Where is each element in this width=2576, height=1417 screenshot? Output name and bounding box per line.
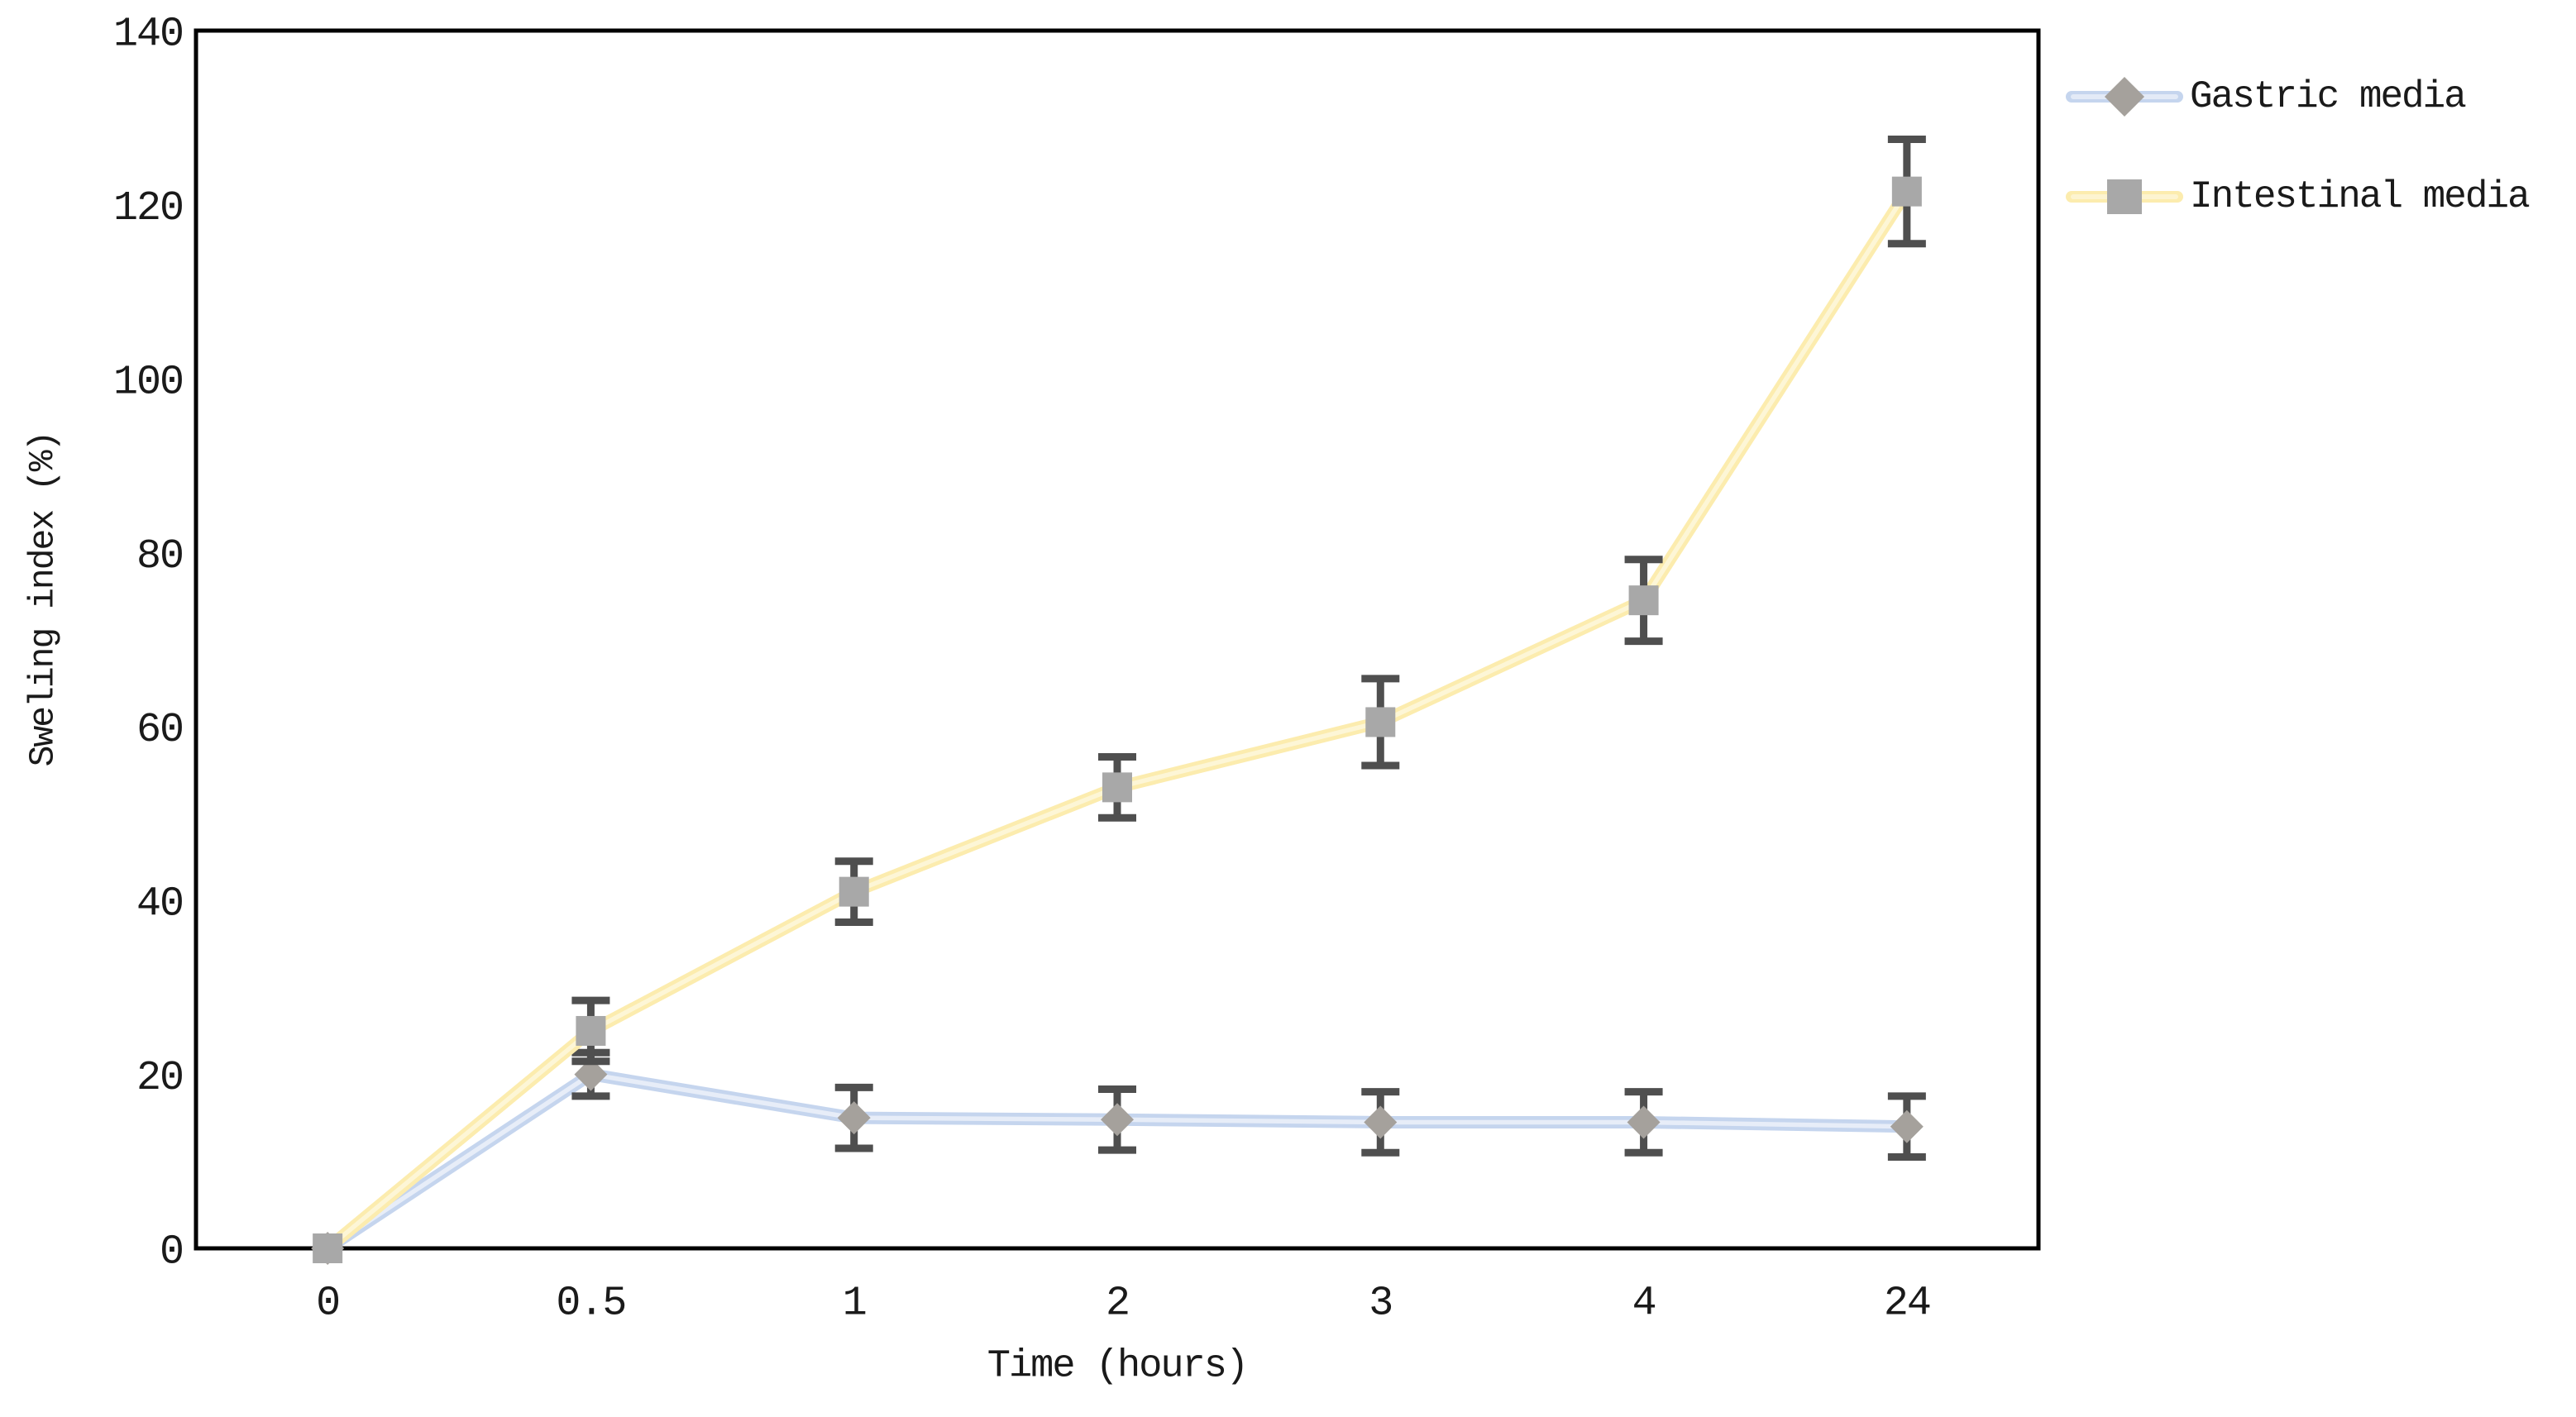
marker-diamond xyxy=(1364,1105,1398,1139)
legend-swatch-line-square-icon xyxy=(2066,168,2183,226)
marker-square xyxy=(313,1233,343,1263)
y-tick-label: 120 xyxy=(113,185,183,232)
x-tick-label: 2 xyxy=(1106,1281,1129,1328)
y-tick-label: 20 xyxy=(136,1055,183,1102)
y-tick-label: 80 xyxy=(136,533,183,580)
series-intestinal-media xyxy=(313,136,1926,1263)
marker-square xyxy=(576,1015,606,1046)
marker-diamond xyxy=(1890,1109,1924,1143)
y-tick-label: 40 xyxy=(136,881,183,928)
x-tick-label: 1 xyxy=(843,1281,866,1328)
legend-label: Intestinal media xyxy=(2190,175,2531,218)
x-axis-title: Time (hours) xyxy=(987,1344,1249,1389)
y-tick-label: 0 xyxy=(160,1229,183,1276)
marker-square xyxy=(1365,707,1396,737)
legend-item-gastric-media: Gastric media xyxy=(2066,68,2467,126)
marker-square xyxy=(1628,585,1659,616)
y-tick-label: 140 xyxy=(113,12,183,59)
marker-square xyxy=(1891,176,1922,207)
legend-swatch-line-diamond-icon xyxy=(2066,68,2183,126)
plot-frame xyxy=(194,28,2041,1251)
y-axis-tick-labels: 0 20 40 60 80 100 120 140 xyxy=(113,12,184,1276)
x-axis-tick-labels: 0 0.5 1 2 3 4 24 xyxy=(316,1281,1932,1328)
series-gastric-media xyxy=(311,1048,1926,1265)
x-tick-label: 0 xyxy=(316,1281,339,1328)
marker-square xyxy=(1102,772,1132,803)
x-tick-label: 3 xyxy=(1369,1281,1392,1328)
y-tick-label: 60 xyxy=(136,707,183,754)
x-tick-label: 4 xyxy=(1632,1281,1656,1328)
marker-diamond xyxy=(837,1101,871,1135)
x-tick-label: 0.5 xyxy=(556,1281,625,1328)
legend-item-intestinal-media: Intestinal media xyxy=(2066,168,2531,226)
marker-diamond xyxy=(1627,1105,1661,1139)
x-tick-label: 24 xyxy=(1884,1281,1930,1328)
y-axis-title: Sweling index (%) xyxy=(22,432,64,767)
legend-label: Gastric media xyxy=(2190,75,2467,118)
marker-diamond xyxy=(574,1057,608,1091)
marker-square xyxy=(839,876,869,907)
y-tick-label: 100 xyxy=(113,359,183,406)
marker-diamond xyxy=(1101,1103,1134,1137)
